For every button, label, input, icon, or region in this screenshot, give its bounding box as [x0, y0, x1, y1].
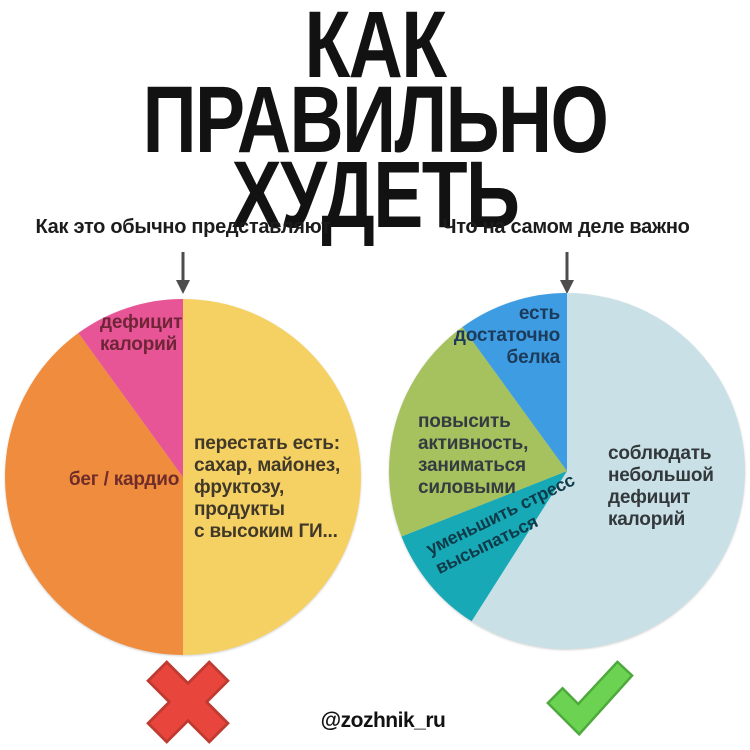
- slice-label-cardio: бег / кардио: [68, 469, 180, 490]
- pie-1-slice-less-stress-sleep: [401, 471, 567, 622]
- pie-1-slice-small-calorie-deficit: [471, 293, 745, 649]
- check-icon: [546, 660, 634, 737]
- slice-label-small-calorie-deficit: соблюдать небольшой дефицит калорий: [608, 443, 714, 531]
- watermark-handle: @zozhnik_ru: [320, 709, 446, 732]
- down-arrow-icon: [176, 252, 190, 294]
- slice-label-activity-strength: повысить активность, заниматься силовыми: [418, 411, 529, 499]
- pie-1-slice-enough-protein: [462, 293, 567, 471]
- right-pie-chart: соблюдать небольшой дефицит калорий умен…: [387, 291, 747, 651]
- slice-label-enough-protein: есть достаточно белка: [453, 303, 560, 369]
- right-pie-svg: [389, 293, 745, 649]
- cross-icon: [146, 660, 230, 744]
- right-chart-title: Что на самом деле важно: [442, 216, 690, 238]
- left-pie-chart: перестать есть: сахар, майонез, фруктозу…: [3, 297, 363, 657]
- pie-0-slice-cardio: [5, 332, 184, 655]
- pie-0-slice-calorie-deficit: [78, 299, 183, 477]
- slice-label-stop-eating: перестать есть: сахар, майонез, фруктозу…: [194, 433, 341, 543]
- down-arrow-icon: [560, 252, 574, 294]
- pie-1-slice-activity-strength: [389, 326, 567, 537]
- pie-0-slice-stop-eating: [183, 299, 361, 655]
- page-title: КАК ПРАВИЛЬНО ХУДЕТЬ: [79, 0, 672, 249]
- page-title-line2: ХУДЕТЬ: [231, 142, 520, 249]
- left-chart-title: Как это обычно представляют: [35, 216, 331, 238]
- page-title-line1: КАК ПРАВИЛЬНО: [142, 0, 609, 174]
- left-pie-svg: [5, 299, 361, 655]
- slice-label-calorie-deficit: дефицит калорий: [100, 312, 183, 356]
